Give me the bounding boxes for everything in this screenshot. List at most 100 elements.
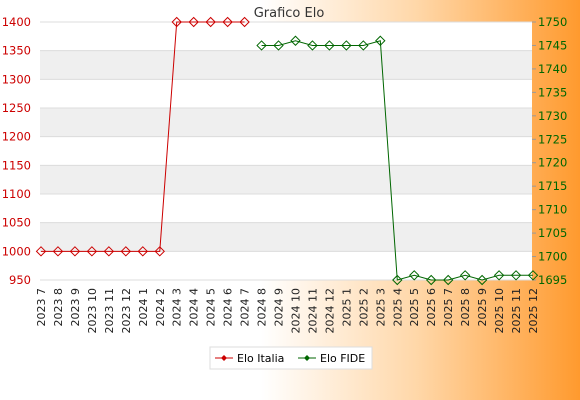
gridlines xyxy=(40,21,532,281)
x-tick-label: 2023 12 xyxy=(120,288,133,334)
y-left-tick-label: 1100 xyxy=(2,187,31,201)
plot-bands xyxy=(40,22,532,280)
y-left-tick-label: 1150 xyxy=(2,158,31,172)
x-tick-label: 2024 10 xyxy=(289,288,302,334)
x-tick-label: 2023 10 xyxy=(86,288,99,334)
legend-box xyxy=(209,346,373,370)
y-left-tick-label: 1300 xyxy=(2,72,31,86)
data-point-elo-fide xyxy=(510,270,522,281)
x-tick-label: 2025 11 xyxy=(510,288,523,334)
x-tick-label: 2025 1 xyxy=(340,288,353,327)
data-point-elo-italia xyxy=(137,246,149,257)
plot-band xyxy=(40,136,532,166)
x-tick-label: 2024 8 xyxy=(256,288,269,327)
series-line-elo-fide xyxy=(261,40,533,281)
x-tick-label: 2024 4 xyxy=(188,288,201,327)
x-tick-label: 2024 3 xyxy=(171,288,184,327)
x-tick-label: 2023 7 xyxy=(35,288,48,327)
data-point-elo-italia xyxy=(205,16,216,28)
data-point-elo-fide xyxy=(256,40,267,51)
plot-band xyxy=(40,194,532,223)
data-point-elo-italia xyxy=(154,246,165,257)
data-point-elo-fide xyxy=(425,274,437,286)
data-point-elo-italia xyxy=(222,16,233,28)
y-right-tick-label: 1735 xyxy=(538,85,567,99)
plot-band xyxy=(40,251,532,280)
y-right-tick-label: 1750 xyxy=(538,15,567,29)
y-left-tick-label: 1350 xyxy=(2,44,31,58)
data-point-elo-fide xyxy=(375,35,386,46)
x-tick-label: 2024 5 xyxy=(205,288,218,327)
y-left-tick-label: 1400 xyxy=(2,15,31,29)
legend: Elo Italia Elo FIDE xyxy=(209,346,373,370)
data-point-elo-fide xyxy=(476,274,488,286)
x-tick-label: 2025 4 xyxy=(391,288,404,327)
data-point-elo-italia xyxy=(52,246,64,257)
y-right-tick-label: 1725 xyxy=(538,132,567,146)
data-point-elo-fide xyxy=(290,35,301,46)
y-axis-left: 950 1000 1050 1100 1150 1200 1250 1300 1350 1400 xyxy=(2,15,31,287)
y-left-tick-label: 950 xyxy=(9,273,31,287)
data-point-elo-fide xyxy=(358,40,369,51)
y-right-tick-label: 1740 xyxy=(538,62,567,76)
y-right-tick-label: 1720 xyxy=(538,156,567,170)
x-tick-label: 2025 2 xyxy=(357,288,370,327)
series-layer xyxy=(35,16,539,286)
data-point-elo-italia xyxy=(35,246,47,257)
x-tick-label: 2024 1 xyxy=(137,288,150,327)
x-tick-label: 2023 11 xyxy=(103,288,116,334)
data-point-elo-fide xyxy=(459,270,471,281)
data-point-elo-italia xyxy=(86,246,98,257)
y-left-tick-label: 1050 xyxy=(2,216,31,230)
x-tick-label: 2024 6 xyxy=(222,288,235,327)
x-tick-label: 2025 3 xyxy=(374,288,387,327)
x-tick-label: 2024 7 xyxy=(239,288,252,327)
series-line-elo-italia xyxy=(41,21,245,252)
legend-label-elo-fide: Elo FIDE xyxy=(320,352,365,365)
y-left-tick-label: 1250 xyxy=(2,101,31,115)
data-point-elo-fide xyxy=(527,270,539,281)
x-tick-label: 2025 7 xyxy=(442,288,455,327)
legend-marker-fide xyxy=(304,355,310,361)
legend-item-elo-fide: Elo FIDE xyxy=(298,352,365,365)
x-tick-label: 2024 12 xyxy=(323,288,336,334)
x-tick-label: 2025 8 xyxy=(459,288,472,327)
plot-band xyxy=(40,79,532,108)
plot-band xyxy=(40,22,532,51)
data-point-elo-fide xyxy=(493,270,505,281)
y-right-tick-label: 1730 xyxy=(538,109,567,123)
y-left-tick-label: 1200 xyxy=(2,130,31,144)
chart-title: Grafico Elo xyxy=(254,6,325,21)
y-left-tick-label: 1000 xyxy=(2,244,31,258)
legend-label-elo-italia: Elo Italia xyxy=(237,352,284,365)
legend-item-elo-italia: Elo Italia xyxy=(215,352,284,365)
y-right-tick-label: 1710 xyxy=(538,203,567,217)
plot-band xyxy=(40,108,532,137)
legend-marker-italia xyxy=(221,355,227,361)
plot-band xyxy=(40,165,532,194)
y-right-tick-label: 1705 xyxy=(538,226,567,240)
y-axis-right: 1695 1700 1705 1710 1715 1720 1725 1730 1735 1740… xyxy=(532,15,567,287)
y-right-tick-label: 1715 xyxy=(538,179,567,193)
data-point-elo-fide xyxy=(307,40,318,51)
y-right-tick-label: 1695 xyxy=(538,273,567,287)
x-tick-label: 2023 9 xyxy=(69,288,82,327)
data-point-elo-italia xyxy=(103,246,115,257)
plot-band xyxy=(40,50,532,80)
x-tick-label: 2024 11 xyxy=(306,288,319,334)
x-tick-label: 2025 12 xyxy=(527,288,540,334)
x-tick-label: 2024 2 xyxy=(154,288,167,327)
data-point-elo-italia xyxy=(69,246,81,257)
x-tick-label: 2024 9 xyxy=(273,288,286,327)
data-point-elo-fide xyxy=(341,40,352,51)
data-point-elo-italia xyxy=(239,16,250,28)
data-point-elo-fide xyxy=(324,40,335,51)
y-right-tick-label: 1745 xyxy=(538,38,567,52)
x-tick-label: 2025 5 xyxy=(408,288,421,327)
data-point-elo-fide xyxy=(409,270,420,281)
x-tick-label: 2025 6 xyxy=(425,288,438,327)
x-tick-label: 2023 8 xyxy=(52,288,65,327)
x-axis: 2023 7 2023 8 2023 9 2023 10 2023 11 2023 12 2… xyxy=(35,288,540,334)
data-point-elo-italia xyxy=(120,246,132,257)
